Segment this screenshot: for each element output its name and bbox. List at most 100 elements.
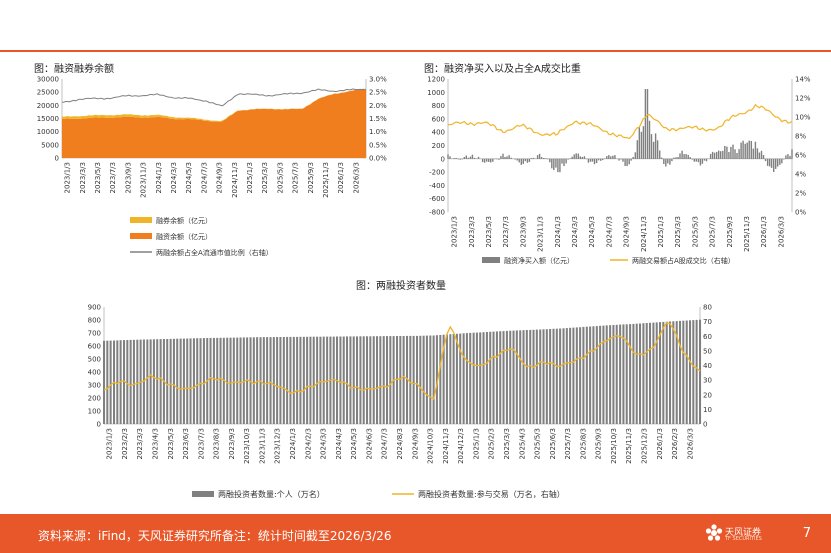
y-tick-label-right: 2.0% xyxy=(369,102,387,110)
y-tick-label-left: 0 xyxy=(97,421,101,429)
net-buy-bar xyxy=(514,158,516,160)
individual-investors-bar xyxy=(209,338,212,424)
individual-investors-bar xyxy=(592,326,595,424)
net-buy-bar xyxy=(716,151,718,159)
net-buy-bar xyxy=(699,158,702,166)
net-buy-bar xyxy=(630,158,632,161)
individual-investors-bar xyxy=(236,337,239,424)
individual-investors-bar xyxy=(376,336,379,424)
net-buy-bar xyxy=(453,158,455,159)
individual-investors-bar xyxy=(549,329,552,424)
net-buy-bar xyxy=(506,156,508,159)
y-tick-label-left: 300 xyxy=(88,382,101,390)
x-tick-label: 2023/12/3 xyxy=(274,428,282,464)
individual-investors-bar xyxy=(416,335,419,424)
individual-investors-bar xyxy=(675,321,678,424)
individual-investors-bar xyxy=(562,328,565,424)
y-tick-label-right: 1.5% xyxy=(369,115,387,123)
net-buy-bar xyxy=(640,131,643,159)
net-buy-bar xyxy=(736,153,738,159)
net-buy-bar xyxy=(477,156,480,159)
x-tick-label: 2025/5/3 xyxy=(691,216,699,247)
x-tick-label: 2024/3/3 xyxy=(320,428,328,459)
y-tick-label-left: 25000 xyxy=(37,89,59,97)
individual-investors-bar xyxy=(266,337,269,424)
net-buy-bar xyxy=(644,89,647,159)
net-buy-bar xyxy=(726,146,728,159)
individual-investors-bar xyxy=(146,339,149,424)
individual-investors-bar xyxy=(542,329,545,424)
individual-investors-bar xyxy=(595,326,598,424)
net-buy-bar xyxy=(762,155,765,159)
net-buy-bar xyxy=(528,158,531,162)
net-buy-bar xyxy=(766,158,769,166)
individual-investors-bar xyxy=(485,332,488,424)
individual-investors-bar xyxy=(356,336,359,424)
x-tick-label: 2025/7/3 xyxy=(292,162,300,193)
x-tick-label: 2023/11/3 xyxy=(258,428,266,464)
individual-investors-bar xyxy=(402,336,405,424)
y-tick-label-right: 0% xyxy=(795,209,806,217)
legend-label: 融资余额（亿元） xyxy=(156,232,212,241)
individual-investors-bar xyxy=(289,336,292,424)
net-buy-bar xyxy=(703,158,706,161)
individual-investors-bar xyxy=(545,329,548,424)
individual-investors-bar xyxy=(585,326,588,424)
individual-investors-bar xyxy=(532,329,535,424)
individual-investors-bar xyxy=(186,338,189,424)
x-tick-label: 2024/9/3 xyxy=(216,162,224,193)
net-buy-bar xyxy=(695,158,698,162)
net-buy-bar xyxy=(626,158,628,167)
individual-investors-bar xyxy=(269,337,272,424)
individual-investors-bar xyxy=(239,337,242,424)
x-tick-label: 2025/10/3 xyxy=(610,428,618,464)
x-tick-label: 2025/7/3 xyxy=(564,428,572,459)
individual-investors-bar xyxy=(199,338,202,424)
net-buy-bar xyxy=(563,158,565,167)
net-buy-bar xyxy=(768,158,771,167)
net-buy-bar xyxy=(659,150,661,159)
x-tick-label: 2024/5/3 xyxy=(588,216,596,247)
net-buy-bar xyxy=(536,155,539,159)
y-tick-label-right: 0.5% xyxy=(369,141,387,149)
individual-investors-bar xyxy=(286,336,289,424)
net-buy-bar xyxy=(455,158,457,159)
individual-investors-bar xyxy=(499,331,502,424)
individual-investors-bar xyxy=(695,319,698,424)
y-tick-label-left: 0 xyxy=(441,155,445,163)
net-buy-bar xyxy=(756,148,759,159)
x-tick-label: 2024/2/3 xyxy=(304,428,312,459)
individual-investors-bar xyxy=(425,335,428,424)
net-buy-bar xyxy=(593,158,596,165)
individual-investors-bar xyxy=(552,328,555,424)
individual-investors-bar xyxy=(669,321,672,424)
brand-logo: 天风证券 TF SECURITIES xyxy=(704,521,774,547)
individual-investors-bar xyxy=(625,324,628,424)
y-tick-label-left: 30000 xyxy=(37,76,59,84)
chart1-title: 图：融资融券余额 xyxy=(34,64,114,75)
individual-investors-bar xyxy=(615,324,618,424)
x-tick-label: 2023/9/3 xyxy=(124,162,132,193)
individual-investors-bar xyxy=(279,337,282,424)
y-tick-label-left: 700 xyxy=(88,330,101,338)
individual-investors-bar xyxy=(229,337,232,424)
legend-swatch-net xyxy=(482,257,500,263)
net-buy-bar xyxy=(488,158,490,162)
net-buy-bar xyxy=(486,158,488,162)
y-tick-label-right: 50 xyxy=(703,347,712,355)
x-tick-label: 2024/1/3 xyxy=(155,162,163,193)
net-buy-bar xyxy=(518,158,520,163)
net-buy-bar xyxy=(583,156,586,159)
individual-investors-bar xyxy=(452,334,455,424)
individual-investors-bar xyxy=(372,336,375,424)
individual-investors-bar xyxy=(176,338,179,424)
individual-investors-bar xyxy=(525,330,528,424)
net-buy-bar xyxy=(449,156,451,159)
x-tick-label: 2026/1/3 xyxy=(760,216,768,247)
net-buy-bar xyxy=(610,156,612,159)
y-tick-label-right: 0 xyxy=(703,421,707,429)
x-tick-label: 2024/1/3 xyxy=(289,428,297,459)
net-buy-bar xyxy=(683,154,685,159)
y-tick-label-right: 70 xyxy=(703,318,712,326)
net-buy-bar xyxy=(663,158,665,164)
